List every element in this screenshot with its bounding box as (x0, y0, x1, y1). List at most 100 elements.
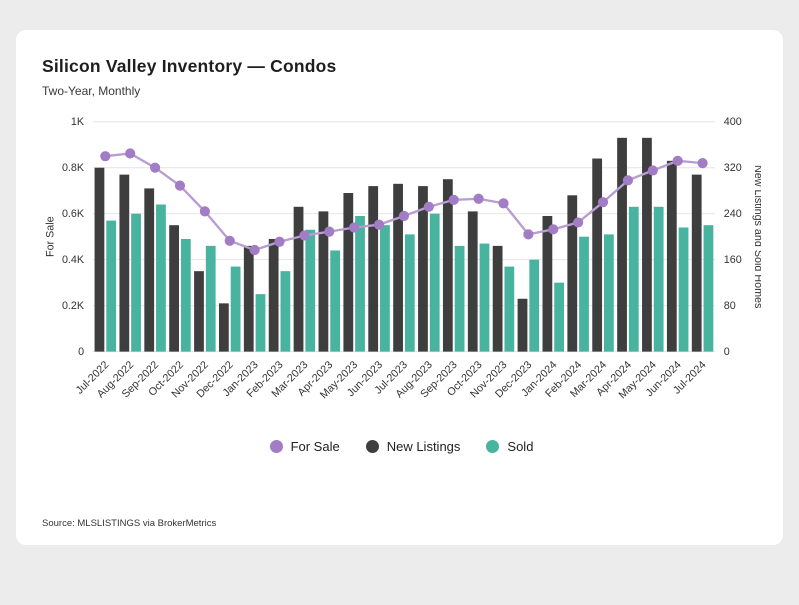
bar-sold (330, 250, 341, 352)
for-sale-point (249, 244, 260, 256)
for-sale-point (647, 165, 658, 176)
legend-item-new-listings: New Listings (365, 438, 461, 454)
bar-new-listings (393, 183, 403, 352)
bar-sold (628, 206, 639, 352)
bar-new-listings (268, 238, 279, 352)
chart-subtitle: Two-Year, Monthly (42, 84, 141, 98)
bar-new-listings (442, 179, 453, 352)
left-axis-tick: 0.8K (62, 162, 85, 174)
for-sale-point (448, 194, 459, 205)
left-axis-tick: 0.2K (62, 300, 85, 312)
chart-title: Silicon Valley Inventory — Condos (42, 56, 337, 76)
bar-sold (280, 271, 291, 352)
legend-label: Sold (507, 438, 534, 454)
for-sale-point (672, 155, 683, 166)
bar-new-listings (642, 137, 652, 352)
bar-sold (180, 238, 191, 352)
chart-legend: For Sale New Listings Sold (42, 439, 761, 454)
bar-sold (404, 234, 415, 352)
for-sale-point (349, 222, 360, 233)
for-sale-point (224, 235, 235, 246)
bar-sold (205, 245, 216, 352)
bar-new-listings (218, 303, 229, 352)
bar-new-listings (119, 174, 130, 352)
bar-new-listings (517, 298, 528, 352)
left-axis-title: For Sale (45, 216, 57, 257)
bar-new-listings (592, 158, 603, 352)
bar-sold (529, 259, 540, 352)
bar-new-listings (492, 245, 503, 352)
for-sale-point (423, 201, 434, 212)
for-sale-point (498, 198, 509, 209)
for-sale-point (199, 206, 210, 217)
bar-sold (380, 225, 390, 352)
for-sale-point (473, 193, 484, 204)
right-axis-tick: 80 (724, 300, 736, 312)
legend-item-sold: Sold (486, 439, 533, 454)
bar-sold (703, 225, 714, 352)
bar-sold (504, 266, 515, 352)
for-sale-point (125, 148, 136, 159)
bar-new-listings (542, 215, 553, 352)
bar-new-listings (318, 211, 329, 352)
legend-label: For Sale (290, 438, 340, 454)
bar-new-listings (368, 186, 379, 352)
left-axis-tick: 0.4K (62, 254, 85, 266)
for-sale-point (373, 219, 385, 230)
right-axis-tick: 0 (724, 346, 730, 358)
bar-sold (355, 215, 365, 352)
right-axis-title: New Listings and Sold Homes (752, 165, 761, 308)
for-sale-point (548, 224, 559, 235)
bar-sold (230, 266, 241, 352)
bar-new-listings (666, 160, 677, 352)
for-sale-point (324, 226, 335, 237)
bar-new-listings (617, 137, 627, 352)
bar-new-listings (567, 195, 578, 352)
for-sale-point (274, 236, 285, 247)
bar-sold (678, 227, 689, 352)
legend-swatch (269, 439, 283, 453)
bar-sold (479, 243, 490, 352)
bar-new-listings (418, 186, 428, 352)
legend-swatch (365, 439, 379, 453)
chart-card: Silicon Valley Inventory — Condos Two-Ye… (16, 30, 783, 545)
bar-sold (429, 213, 440, 352)
bar-new-listings (467, 211, 478, 352)
bar-sold (131, 213, 141, 352)
for-sale-point (100, 151, 111, 162)
bar-sold (554, 282, 565, 352)
bar-sold (579, 236, 589, 352)
left-axis-tick: 0.6K (62, 208, 85, 220)
bar-new-listings (169, 225, 179, 352)
for-sale-point (398, 210, 410, 222)
for-sale-point (523, 229, 534, 240)
bar-sold (454, 245, 465, 352)
right-axis-tick: 240 (724, 208, 742, 220)
source-note: Source: MLSLISTINGS via BrokerMetrics (42, 518, 217, 529)
legend-label: New Listings (386, 438, 461, 454)
for-sale-point (597, 197, 609, 208)
bar-new-listings (293, 206, 304, 352)
bar-new-listings (194, 271, 204, 352)
legend-swatch (486, 439, 500, 453)
bar-sold (255, 294, 266, 352)
for-sale-point (150, 162, 161, 173)
bar-sold (653, 206, 664, 352)
right-axis-tick: 400 (724, 116, 742, 128)
bar-new-listings (144, 188, 155, 352)
bar-new-listings (343, 193, 354, 352)
bar-sold (106, 220, 117, 352)
left-axis-tick: 1K (71, 116, 85, 128)
for-sale-point (174, 180, 186, 191)
for-sale-point (299, 230, 310, 241)
left-axis-tick: 0 (78, 346, 84, 358)
bar-new-listings (94, 167, 105, 352)
for-sale-point (697, 158, 708, 169)
bar-sold (604, 234, 614, 352)
bar-new-listings (243, 245, 254, 352)
right-axis-tick: 320 (724, 162, 742, 174)
for-sale-point (573, 217, 584, 228)
bar-sold (156, 204, 166, 352)
bar-sold (305, 229, 316, 352)
